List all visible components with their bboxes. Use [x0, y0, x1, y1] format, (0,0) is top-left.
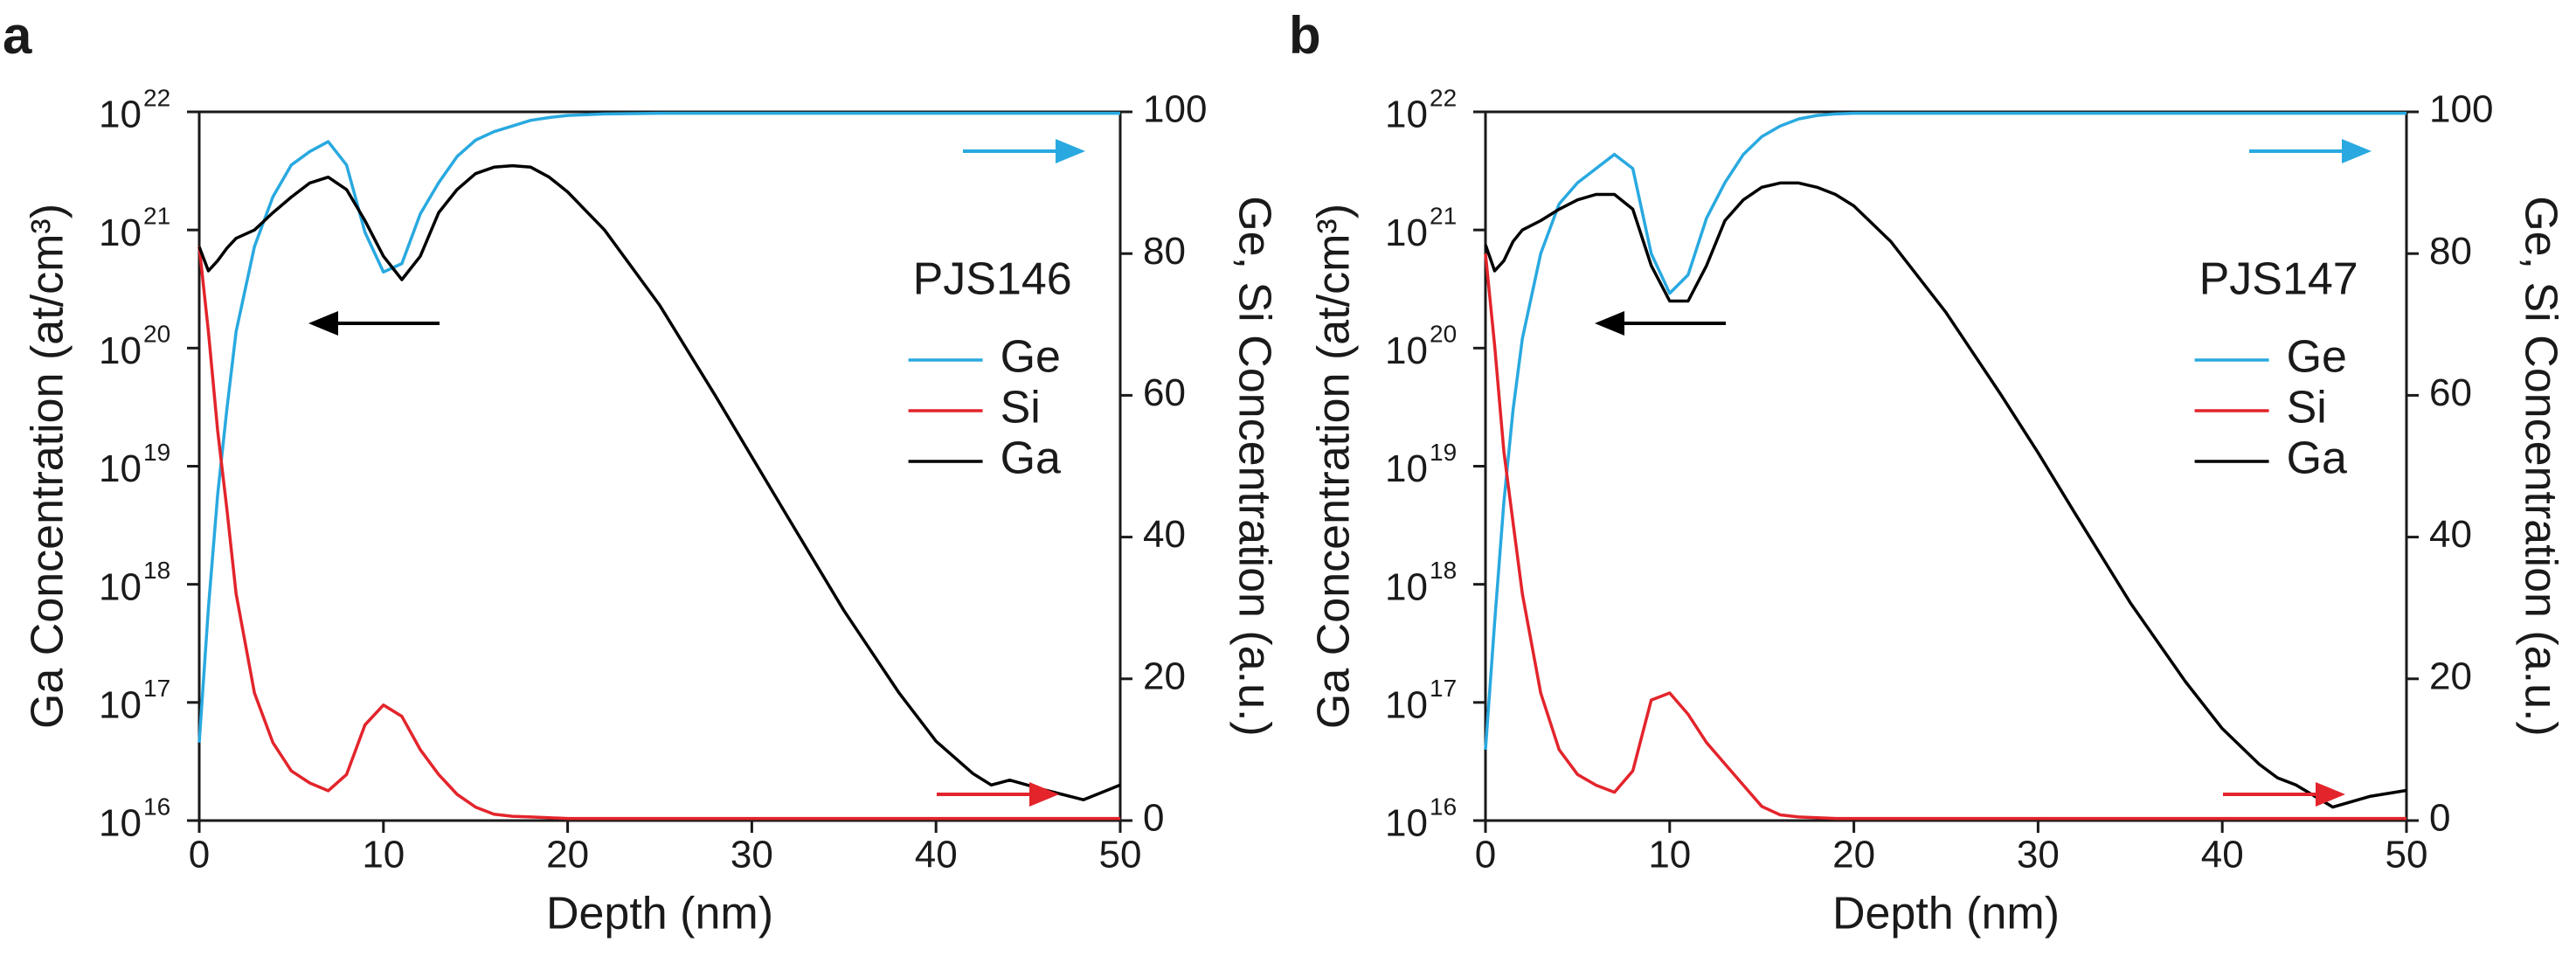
y-tick-exponent: 22 [143, 84, 170, 111]
y-tick-label: 10 [1385, 683, 1428, 726]
y-tick-exponent: 18 [1430, 557, 1457, 584]
y-tick-label: 10 [99, 447, 142, 490]
x-tick-label: 0 [1475, 834, 1496, 876]
y2-tick-label: 40 [1143, 513, 1186, 556]
y-tick-label: 10 [99, 329, 142, 372]
y2-tick-label: 0 [1143, 797, 1164, 840]
y2-tick-label: 80 [1143, 230, 1186, 273]
y-tick-label: 10 [1385, 802, 1428, 845]
y-tick-label: 10 [99, 802, 142, 845]
y-tick-exponent: 16 [143, 793, 170, 820]
y-tick-exponent: 20 [1430, 321, 1457, 348]
legend-label: Ga [2287, 433, 2347, 484]
x-tick-label: 30 [731, 834, 773, 876]
legend-label: Ga [1001, 433, 1061, 484]
y2-axis-label: Ge, Si Concentration (a.u.) [2515, 196, 2566, 737]
y-tick-exponent: 20 [143, 321, 170, 348]
plot-frame [1484, 110, 2408, 822]
y-tick-exponent: 21 [1430, 203, 1457, 230]
y-tick-exponent: 22 [1430, 84, 1457, 111]
annotation: PJS146 [913, 254, 1072, 305]
y-tick-exponent: 21 [143, 203, 170, 230]
series-line [1484, 181, 2407, 809]
series-line [197, 163, 1121, 801]
axis-arrow-head [1029, 782, 1059, 807]
y2-tick-label: 100 [2429, 88, 2493, 131]
y-tick-label: 10 [99, 211, 142, 254]
y2-tick-label: 100 [1143, 88, 1207, 131]
x-tick-label: 20 [546, 834, 589, 876]
y-tick-exponent: 18 [143, 557, 170, 584]
x-tick-label: 50 [1099, 834, 1142, 876]
series-line [197, 111, 1120, 743]
y2-tick-label: 20 [1143, 655, 1186, 697]
y-tick-exponent: 16 [1430, 793, 1457, 820]
panel-label: a [3, 6, 32, 65]
axis-arrow-head [2316, 782, 2345, 807]
axis-arrow-head [308, 311, 338, 336]
series-line [197, 246, 1120, 821]
y-tick-label: 10 [99, 94, 142, 136]
y2-tick-label: 0 [2429, 797, 2450, 840]
y-tick-exponent: 17 [143, 675, 170, 702]
legend-label: Si [1001, 383, 1041, 433]
legend-label: Si [2287, 383, 2327, 433]
x-axis-label: Depth (nm) [546, 889, 773, 939]
x-tick-label: 30 [2017, 834, 2060, 876]
y2-tick-label: 40 [2429, 513, 2472, 556]
axis-arrow-head [1056, 139, 1085, 163]
y-tick-label: 10 [1385, 565, 1428, 608]
legend-label: Ge [2287, 332, 2347, 383]
x-tick-label: 50 [2386, 834, 2428, 876]
y-tick-label: 10 [1385, 211, 1428, 254]
plot-frame [197, 110, 1122, 822]
series-line [1484, 253, 2406, 821]
series-line [1484, 111, 2406, 751]
y-tick-label: 10 [99, 683, 142, 726]
y-tick-label: 10 [1385, 94, 1428, 136]
x-tick-label: 40 [915, 834, 958, 876]
axis-arrow-head [1595, 311, 1624, 336]
y-axis-label: Ga Concentration (at/cm³) [1309, 204, 1360, 729]
x-tick-label: 0 [189, 834, 210, 876]
y-axis-label: Ga Concentration (at/cm³) [23, 204, 73, 729]
y2-tick-label: 80 [2429, 230, 2472, 273]
panel-label: b [1289, 6, 1321, 65]
y2-tick-label: 60 [1143, 371, 1186, 414]
y2-axis-label: Ge, Si Concentration (a.u.) [1229, 196, 1279, 737]
legend-label: Ge [1001, 332, 1061, 383]
y-tick-exponent: 19 [143, 439, 170, 466]
x-tick-label: 40 [2201, 834, 2244, 876]
y-tick-exponent: 19 [1430, 439, 1457, 466]
x-tick-label: 10 [362, 834, 405, 876]
y2-tick-label: 20 [2429, 655, 2472, 697]
y-tick-label: 10 [1385, 447, 1428, 490]
y2-tick-label: 60 [2429, 371, 2472, 414]
annotation: PJS147 [2199, 254, 2358, 305]
axis-arrow-head [2342, 139, 2372, 163]
y-tick-exponent: 17 [1430, 675, 1457, 702]
x-tick-label: 20 [1832, 834, 1875, 876]
y-tick-label: 10 [99, 565, 142, 608]
y-tick-label: 10 [1385, 329, 1428, 372]
x-tick-label: 10 [1648, 834, 1691, 876]
x-axis-label: Depth (nm) [1832, 889, 2060, 939]
